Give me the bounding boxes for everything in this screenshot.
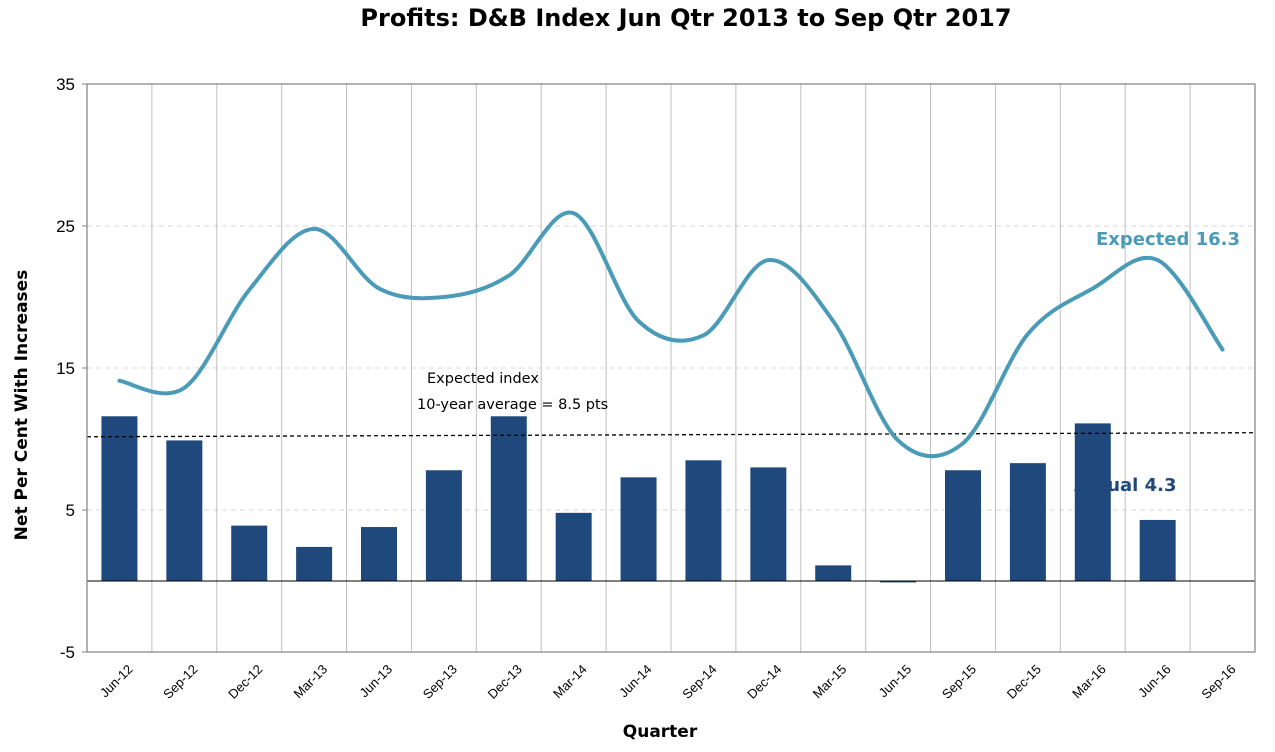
y-tick-label: 25 xyxy=(56,217,75,236)
x-tick-label: Sep-16 xyxy=(1198,662,1238,702)
bar-series-actual xyxy=(101,416,1176,583)
x-axis-label: Quarter xyxy=(623,722,698,742)
y-tick-label: 35 xyxy=(56,75,75,94)
line-series-expected xyxy=(117,210,1225,459)
y-axis-label: Net Per Cent With Increases xyxy=(12,270,32,541)
bar-Jun-12 xyxy=(101,416,138,581)
bar-Sep-12 xyxy=(166,440,203,581)
x-tick-label: Sep-15 xyxy=(939,662,979,702)
y-tick-label: 15 xyxy=(56,359,75,378)
bar-Mar-15 xyxy=(815,565,852,581)
bar-Dec-14 xyxy=(750,467,787,581)
x-tick-label: Jun-14 xyxy=(616,662,655,701)
bar-Dec-13 xyxy=(490,416,527,581)
x-tick-label: Dec-14 xyxy=(744,662,784,702)
reference-line-label-2: 10-year average = 8.5 pts xyxy=(417,397,608,413)
bar-Sep-14 xyxy=(685,460,722,581)
bar-Mar-13 xyxy=(296,546,333,581)
bar-Mar-14 xyxy=(555,512,592,581)
bar-Jun-14 xyxy=(620,477,657,581)
x-tick-label: Dec-12 xyxy=(225,662,265,702)
x-tick-label: Jun-16 xyxy=(1135,662,1174,701)
x-tick-label: Sep-14 xyxy=(679,662,719,702)
gridlines xyxy=(87,84,1255,652)
reference-dashed-line xyxy=(86,432,1256,438)
x-tick-label: Sep-12 xyxy=(160,662,200,702)
y-axis-ticks: 35 25 15 5 -5 xyxy=(56,75,87,662)
bar-Dec-12 xyxy=(231,525,268,581)
chart-title: Profits: D&B Index Jun Qtr 2013 to Sep Q… xyxy=(360,4,1011,32)
bar-Sep-15 xyxy=(945,470,981,581)
x-tick-label: Jun-12 xyxy=(97,662,136,701)
bar-Sep-13 xyxy=(425,470,462,581)
actual-series-label: Actual 4.3 xyxy=(1074,475,1177,496)
x-tick-label: Mar-15 xyxy=(810,662,850,702)
x-tick-label: Sep-13 xyxy=(420,662,460,702)
bar-Mar-16 xyxy=(1074,423,1111,581)
x-tick-label: Dec-13 xyxy=(485,662,525,702)
bar-Jun-16 xyxy=(1139,519,1176,581)
reference-line xyxy=(86,432,1256,438)
x-tick-label: Mar-13 xyxy=(291,662,331,702)
bar-Dec-15 xyxy=(1009,463,1046,581)
x-tick-label: Jun-15 xyxy=(876,662,915,701)
y-tick-label: -5 xyxy=(60,643,75,662)
reference-line-label-1: Expected index xyxy=(427,371,539,387)
bar-Jun-13 xyxy=(361,527,397,581)
expected-series-label: Expected 16.3 xyxy=(1096,229,1240,250)
x-axis-ticks: Jun-12 Sep-12 Dec-12 Mar-13 Jun-13 Sep-13 Dec-… xyxy=(97,662,1239,702)
x-tick-label: Mar-14 xyxy=(550,662,590,702)
x-tick-label: Dec-15 xyxy=(1004,662,1044,702)
x-tick-label: Mar-16 xyxy=(1069,662,1109,702)
x-tick-label: Jun-13 xyxy=(356,662,395,701)
bar-Jun-15 xyxy=(880,581,917,583)
expected-line xyxy=(117,210,1225,459)
y-tick-label: 5 xyxy=(66,501,75,520)
